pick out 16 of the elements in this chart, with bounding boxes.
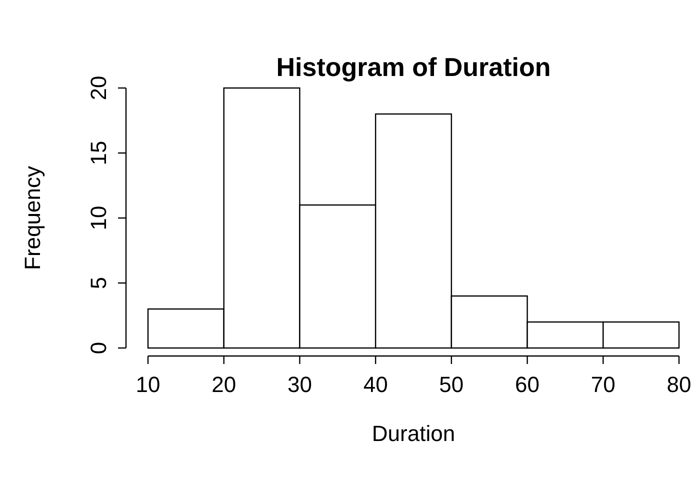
x-tick-label: 10 — [136, 372, 160, 397]
x-tick-label: 50 — [439, 372, 464, 397]
y-tick-label: 20 — [86, 76, 111, 100]
x-tick-label: 20 — [212, 372, 236, 397]
x-tick-label: 60 — [515, 372, 540, 397]
y-tick-label: 0 — [86, 342, 111, 354]
x-tick-label: 30 — [287, 372, 312, 397]
y-axis-title: Frequency — [20, 166, 45, 270]
x-tick-label: 80 — [666, 372, 692, 397]
y-tick-label: 5 — [86, 276, 111, 290]
y-tick-label: 10 — [86, 206, 111, 230]
chart-title: Histogram of Duration — [276, 52, 551, 82]
x-axis-title: Duration — [372, 421, 456, 446]
y-tick-label: 15 — [86, 140, 111, 166]
x-tick-label: 40 — [363, 372, 388, 397]
x-tick-label: 70 — [590, 372, 616, 397]
